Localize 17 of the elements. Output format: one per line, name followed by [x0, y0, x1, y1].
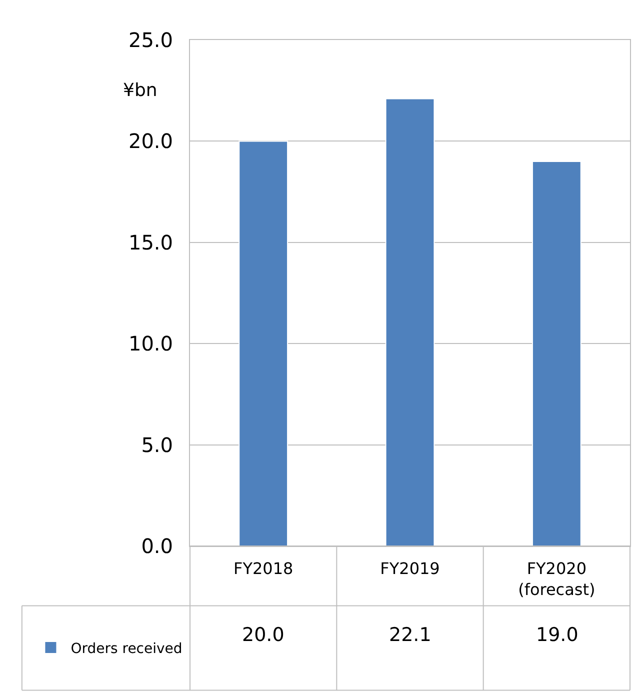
data-label: 20.0	[242, 624, 284, 646]
x-tick-label: FY2019	[380, 559, 440, 578]
legend-label: Orders received	[70, 641, 182, 658]
bar	[532, 160, 582, 546]
x-tick-label: FY2020 (forecast)	[518, 559, 596, 599]
bar	[385, 98, 435, 546]
y-tick-label: 5.0	[141, 432, 173, 457]
data-label: 22.1	[389, 624, 432, 646]
x-tick-label: FY2018	[233, 559, 294, 578]
y-tick-label: 25.0	[128, 28, 173, 52]
y-tick-label: 20.0	[128, 129, 173, 154]
data-label: 19.0	[536, 624, 578, 646]
y-axis-title: ¥bn	[123, 80, 158, 101]
y-tick-label: 15.0	[128, 230, 173, 254]
y-tick-label: 10.0	[128, 332, 173, 356]
bar	[238, 140, 288, 546]
y-tick-label: 0.0	[141, 534, 173, 558]
